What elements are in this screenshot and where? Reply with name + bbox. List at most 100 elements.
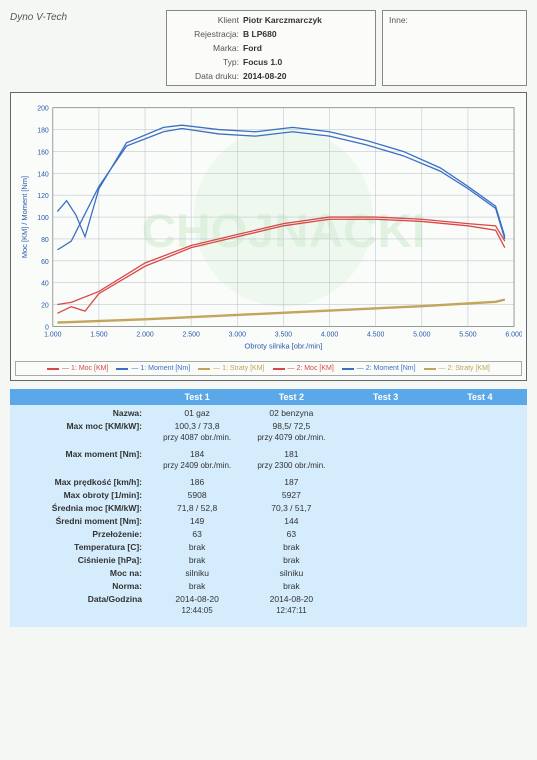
legend-item: — 1: Moc [KM]: [47, 365, 108, 372]
svg-text:200: 200: [37, 106, 49, 113]
svg-text:3.000: 3.000: [229, 331, 247, 338]
results-table: Test 1 Test 2 Test 3 Test 4 Nazwa:01 gaz…: [10, 389, 527, 627]
info-box-main: KlientPiotr Karczmarczyk Rejestracja:B L…: [166, 10, 376, 86]
result-cell: 181przy 2300 obr./min.: [244, 448, 338, 472]
result-cell: [433, 580, 527, 593]
legend-item: — 1: Straty [KM]: [198, 365, 264, 372]
result-row: Średnia moc [KM/kW]:71,8 / 52,870,3 / 51…: [10, 502, 527, 515]
legend-swatch: [273, 368, 285, 370]
result-row: Temperatura [C]:brakbrak: [10, 541, 527, 554]
legend-swatch: [198, 368, 210, 370]
svg-text:2.000: 2.000: [136, 331, 154, 338]
result-cell: brak: [150, 554, 244, 567]
chart-legend: — 1: Moc [KM] — 1: Moment [Nm] — 1: Straty…: [15, 361, 522, 376]
label-rejestracja: Rejestracja:: [173, 27, 243, 41]
col-test2: Test 2: [244, 389, 338, 405]
result-cell: 5927: [244, 489, 338, 502]
svg-text:180: 180: [37, 128, 49, 135]
result-cell: 149: [150, 515, 244, 528]
result-cell: [339, 502, 433, 515]
result-cell: brak: [244, 541, 338, 554]
result-cell: [339, 554, 433, 567]
label-inne: Inne:: [389, 13, 419, 27]
chart-container: CHOJNACKI0204060801001201401601802001.00…: [10, 92, 527, 381]
result-cell: [339, 580, 433, 593]
result-row: Przełożenie:6363: [10, 528, 527, 541]
svg-text:1.500: 1.500: [90, 331, 108, 338]
svg-text:40: 40: [41, 281, 49, 288]
result-cell: silniku: [150, 567, 244, 580]
result-cell: [339, 528, 433, 541]
app-title: Dyno V-Tech: [10, 10, 160, 86]
label-klient: Klient: [173, 13, 243, 27]
dyno-chart: CHOJNACKI0204060801001201401601802001.00…: [15, 97, 522, 357]
result-cell: [339, 476, 433, 489]
result-cell: brak: [150, 580, 244, 593]
result-row: Max moment [Nm]:184przy 2409 obr./min.18…: [10, 448, 527, 476]
info-box-side: Inne:: [382, 10, 527, 86]
result-cell: 2014-08-2012:47:11: [244, 593, 338, 617]
result-cell: [433, 476, 527, 489]
result-label: Max prędkość [km/h]:: [10, 476, 150, 489]
result-label: Max moment [Nm]:: [10, 448, 150, 472]
result-cell: 71,8 / 52,8: [150, 502, 244, 515]
result-cell: 63: [244, 528, 338, 541]
result-cell: 144: [244, 515, 338, 528]
legend-label: — 1: Moment [Nm]: [131, 365, 190, 372]
result-cell: 02 benzyna: [244, 407, 338, 420]
val-marka: Ford: [243, 41, 262, 55]
result-cell: [339, 541, 433, 554]
legend-label: — 2: Moment [Nm]: [357, 365, 416, 372]
svg-text:Obroty silnika [obr./min]: Obroty silnika [obr./min]: [245, 341, 323, 350]
result-cell: silniku: [244, 567, 338, 580]
result-cell: 63: [150, 528, 244, 541]
result-row: Max moc [KM/kW]:100,3 / 73,8przy 4087 ob…: [10, 420, 527, 448]
val-rejestracja: B LP680: [243, 27, 277, 41]
result-row: Max prędkość [km/h]:186187: [10, 476, 527, 489]
result-cell: brak: [244, 554, 338, 567]
result-row: Nazwa:01 gaz02 benzyna: [10, 407, 527, 420]
col-test4: Test 4: [433, 389, 527, 405]
legend-swatch: [116, 368, 128, 370]
result-row: Data/Godzina2014-08-2012:44:052014-08-20…: [10, 593, 527, 621]
result-cell: [339, 448, 433, 472]
result-label: Max obroty [1/min]:: [10, 489, 150, 502]
result-cell: 98,5/ 72,5przy 4079 obr./min.: [244, 420, 338, 444]
result-cell: [433, 593, 527, 617]
result-cell: [339, 420, 433, 444]
svg-text:5.000: 5.000: [413, 331, 431, 338]
svg-text:20: 20: [41, 303, 49, 310]
label-marka: Marka:: [173, 41, 243, 55]
svg-text:3.500: 3.500: [275, 331, 293, 338]
svg-text:80: 80: [41, 237, 49, 244]
legend-label: — 1: Moc [KM]: [62, 365, 108, 372]
result-row: Norma:brakbrak: [10, 580, 527, 593]
svg-text:4.000: 4.000: [321, 331, 339, 338]
result-cell: [433, 407, 527, 420]
result-cell: [433, 541, 527, 554]
result-row: Ciśnienie [hPa]:brakbrak: [10, 554, 527, 567]
svg-text:5.500: 5.500: [459, 331, 477, 338]
legend-swatch: [424, 368, 436, 370]
result-cell: 70,3 / 51,7: [244, 502, 338, 515]
legend-item: — 2: Moment [Nm]: [342, 365, 416, 372]
col-test1: Test 1: [150, 389, 244, 405]
label-typ: Typ:: [173, 55, 243, 69]
header-row: Dyno V-Tech KlientPiotr Karczmarczyk Rej…: [10, 10, 527, 86]
result-cell: brak: [150, 541, 244, 554]
col-test3: Test 3: [339, 389, 433, 405]
svg-text:2.500: 2.500: [182, 331, 200, 338]
result-cell: [339, 567, 433, 580]
val-data-druku: 2014-08-20: [243, 69, 286, 83]
svg-text:6.000: 6.000: [505, 331, 522, 338]
result-label: Średni moment [Nm]:: [10, 515, 150, 528]
result-cell: [433, 515, 527, 528]
svg-text:Moc [KM] / Moment [Nm]: Moc [KM] / Moment [Nm]: [20, 176, 29, 258]
label-data-druku: Data druku:: [173, 69, 243, 83]
legend-label: — 1: Straty [KM]: [213, 365, 264, 372]
result-label: Norma:: [10, 580, 150, 593]
result-cell: [433, 567, 527, 580]
svg-text:140: 140: [37, 171, 49, 178]
result-cell: [433, 489, 527, 502]
result-cell: [433, 448, 527, 472]
